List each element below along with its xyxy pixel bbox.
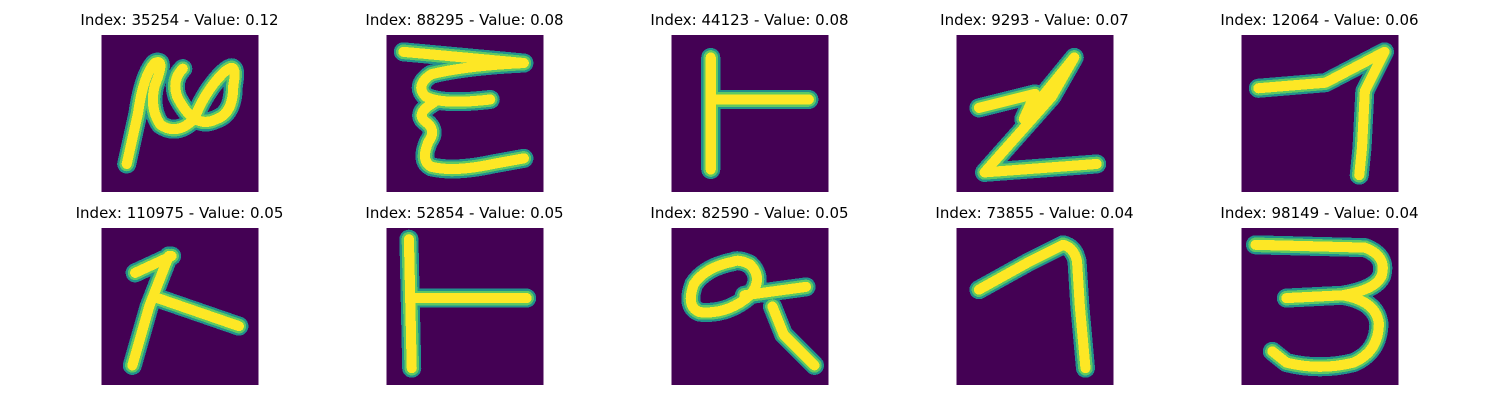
glyph-image: [956, 35, 1114, 192]
panel-5: Index: 12064 - Value: 0.06: [1177, 0, 1462, 192]
glyph-image: [956, 228, 1114, 385]
panel-title: Index: 12064 - Value: 0.06: [1220, 11, 1419, 29]
panel-7: Index: 52854 - Value: 0.05: [322, 193, 607, 385]
panel-title: Index: 35254 - Value: 0.12: [80, 11, 279, 29]
panel-6: Index: 110975 - Value: 0.05: [37, 193, 322, 385]
panel-title: Index: 110975 - Value: 0.05: [75, 204, 284, 222]
panel-title: Index: 98149 - Value: 0.04: [1220, 204, 1419, 222]
glyph-image: [386, 228, 544, 385]
glyph-image: [101, 35, 259, 192]
glyph-image: [671, 35, 829, 192]
panel-title: Index: 9293 - Value: 0.07: [940, 11, 1129, 29]
glyph-image: [671, 228, 829, 385]
panel-2: Index: 88295 - Value: 0.08: [322, 0, 607, 192]
glyph-image: [1241, 228, 1399, 385]
glyph-image: [386, 35, 544, 192]
panel-3: Index: 44123 - Value: 0.08: [607, 0, 892, 192]
panel-4: Index: 9293 - Value: 0.07: [892, 0, 1177, 192]
panel-1: Index: 35254 - Value: 0.12: [37, 0, 322, 192]
panel-title: Index: 44123 - Value: 0.08: [650, 11, 849, 29]
panel-8: Index: 82590 - Value: 0.05: [607, 193, 892, 385]
panel-10: Index: 98149 - Value: 0.04: [1177, 193, 1462, 385]
panel-9: Index: 73855 - Value: 0.04: [892, 193, 1177, 385]
glyph-image: [101, 228, 259, 385]
panel-title: Index: 73855 - Value: 0.04: [935, 204, 1134, 222]
panel-title: Index: 82590 - Value: 0.05: [650, 204, 849, 222]
glyph-image: [1241, 35, 1399, 192]
panel-title: Index: 52854 - Value: 0.05: [365, 204, 564, 222]
panel-title: Index: 88295 - Value: 0.08: [365, 11, 564, 29]
